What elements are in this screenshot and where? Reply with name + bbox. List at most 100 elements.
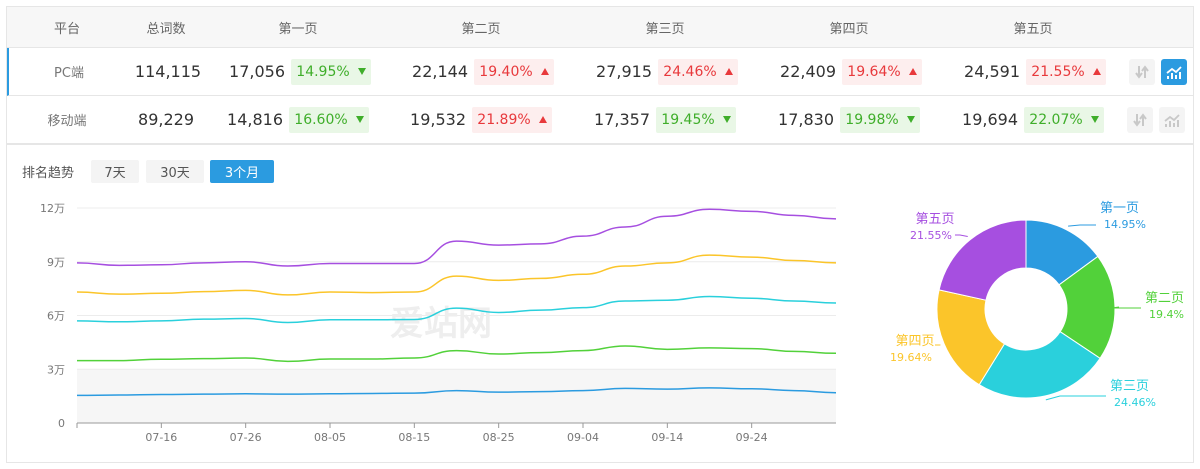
x-tick-label: 07-16 (145, 431, 177, 444)
page-count: 19,694 (962, 110, 1018, 129)
page-count: 24,591 (964, 62, 1020, 81)
y-tick-label: 0 (58, 417, 65, 430)
percent-badge: 24.46% (657, 58, 738, 85)
page-cell: 14,816 16.60% (227, 96, 369, 143)
col-page2: 第二页 (461, 21, 501, 37)
page-cell: 22,409 19.64% (780, 48, 922, 95)
triangle-up-icon (538, 116, 547, 123)
col-page5: 第五页 (1013, 21, 1053, 37)
y-tick-label: 6万 (47, 310, 65, 323)
pie-label-line (1045, 395, 1106, 401)
sort-arrows-icon[interactable] (1129, 59, 1155, 85)
percent-value: 19.64% (847, 63, 901, 80)
percent-badge: 19.64% (841, 58, 922, 85)
col-platform: 平台 (53, 21, 81, 37)
pie-label: 第三页 (1110, 379, 1149, 394)
percent-badge: 21.55% (1025, 58, 1106, 85)
range-7d-button[interactable]: 7天 (91, 160, 139, 183)
pie-slice[interactable] (978, 331, 1101, 399)
x-tick-label: 09-04 (567, 431, 599, 444)
pie-label-line (1111, 306, 1141, 309)
page-cell: 17,056 14.95% (229, 48, 371, 95)
pie-label: 第四页 (895, 334, 934, 349)
page-count: 17,357 (594, 110, 650, 129)
range-3m-button[interactable]: 3个月 (210, 160, 274, 183)
col-page4: 第四页 (829, 21, 869, 37)
pie-percent: 24.46% (1114, 396, 1156, 409)
col-page3: 第三页 (645, 21, 685, 37)
percent-badge: 14.95% (290, 58, 371, 85)
percent-value: 21.89% (477, 111, 531, 128)
table-row: 移动端 89,229 14,816 16.60% 19,532 21.89% 1… (7, 96, 1193, 144)
page-cell: 19,694 22.07% (962, 96, 1104, 143)
percent-value: 16.60% (294, 111, 348, 128)
trend-chart-icon[interactable] (1161, 59, 1187, 85)
percent-badge: 21.89% (471, 106, 552, 133)
ranking-table: 平台 总词数 第一页 第二页 第三页 第四页 第五页 PC端 114,115 1… (6, 6, 1194, 145)
series-line-0 (76, 208, 837, 267)
series-line-3 (77, 345, 837, 363)
pie-slice[interactable] (938, 219, 1027, 301)
total-count: 114,115 (134, 62, 202, 81)
triangle-up-icon (724, 68, 733, 75)
y-tick-label: 9万 (47, 256, 65, 269)
x-tick-label: 09-14 (651, 431, 683, 444)
pie-label-line (1068, 224, 1096, 227)
percent-badge: 16.60% (288, 106, 369, 133)
percent-value: 22.07% (1029, 111, 1083, 128)
page-count: 17,056 (229, 62, 285, 81)
percent-value: 21.55% (1031, 63, 1085, 80)
page-count: 17,830 (778, 110, 834, 129)
triangle-down-icon (1090, 116, 1099, 123)
y-tick-label: 12万 (40, 202, 65, 215)
table-row: PC端 114,115 17,056 14.95% 22,144 19.40% … (7, 48, 1193, 96)
triangle-down-icon (357, 68, 366, 75)
page-cell: 17,830 19.98% (778, 96, 920, 143)
percent-value: 19.45% (661, 111, 715, 128)
pie-label-line (955, 234, 968, 238)
series-line-2 (76, 295, 837, 324)
x-tick-label: 07-26 (230, 431, 262, 444)
x-tick-label: 08-25 (483, 431, 515, 444)
page-cell: 19,532 21.89% (410, 96, 552, 143)
shaded-band (77, 369, 836, 423)
page-count: 19,532 (410, 110, 466, 129)
percent-badge: 19.40% (473, 58, 554, 85)
percent-badge: 19.98% (839, 106, 920, 133)
trend-chart-icon[interactable] (1159, 107, 1185, 133)
triangle-up-icon (1092, 68, 1101, 75)
percent-value: 19.40% (479, 63, 533, 80)
platform-name: PC端 (54, 66, 84, 81)
pie-percent: 19.4% (1149, 308, 1184, 321)
triangle-up-icon (540, 68, 549, 75)
triangle-up-icon (908, 68, 917, 75)
total-count: 89,229 (138, 110, 194, 129)
trend-panel: 排名趋势 7天 30天 3个月 (6, 144, 1194, 463)
pie-label: 第二页 (1145, 291, 1184, 306)
x-tick-label: 09-24 (736, 431, 768, 444)
percent-badge: 19.45% (655, 106, 736, 133)
x-tick-label: 08-15 (398, 431, 430, 444)
platform-name: 移动端 (47, 114, 87, 129)
page-cell: 24,591 21.55% (964, 48, 1106, 95)
table-header: 平台 总词数 第一页 第二页 第三页 第四页 第五页 (7, 7, 1193, 48)
x-tick-label: 08-05 (314, 431, 346, 444)
triangle-down-icon (906, 116, 915, 123)
page-cell: 22,144 19.40% (412, 48, 554, 95)
range-30d-button[interactable]: 30天 (146, 160, 204, 183)
page-count: 27,915 (596, 62, 652, 81)
percent-badge: 22.07% (1023, 106, 1104, 133)
pie-percent: 14.95% (1104, 218, 1146, 231)
page-cell: 27,915 24.46% (596, 48, 738, 95)
triangle-down-icon (355, 116, 364, 123)
pie-label: 第一页 (1100, 201, 1139, 216)
trend-title: 排名趋势 (22, 166, 75, 181)
pie-percent: 21.55% (910, 229, 952, 242)
pie-percent: 19.64% (890, 351, 932, 364)
series-line-1 (76, 254, 837, 296)
percent-value: 24.46% (663, 63, 717, 80)
triangle-down-icon (722, 116, 731, 123)
y-tick-label: 3万 (47, 363, 65, 376)
sort-arrows-icon[interactable] (1127, 107, 1153, 133)
